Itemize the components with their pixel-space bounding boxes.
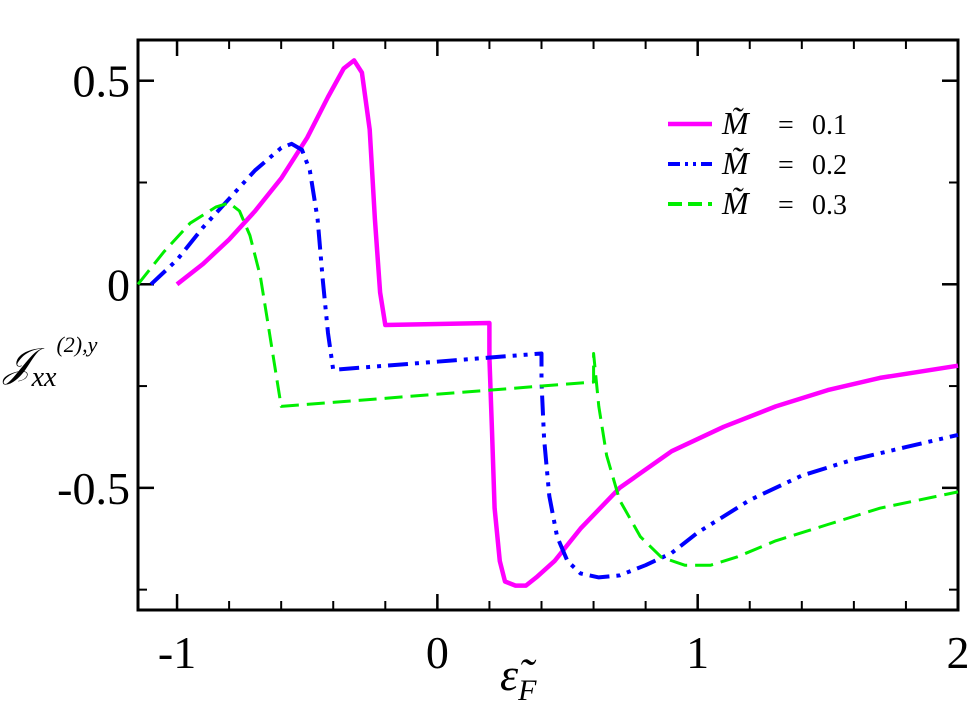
legend-label: 0.3 <box>812 190 847 221</box>
y-tick-label: 0.5 <box>73 56 131 107</box>
axis-ticks: -1 0 1 2 0.5 0 -0.5 <box>57 40 970 678</box>
x-tick-label: -1 <box>158 627 196 678</box>
x-tick-label: 1 <box>686 627 709 678</box>
y-tick-label: 0 <box>107 259 130 310</box>
legend-equals: = <box>778 150 794 181</box>
legend-label: 0.1 <box>812 110 847 141</box>
legend-symbol: M̃ <box>721 105 751 141</box>
curves <box>136 58 959 588</box>
legend-equals: = <box>778 190 794 221</box>
legend-symbol: M̃ <box>721 145 751 181</box>
y-axis-label: 𝒥xx(2),y <box>2 332 98 393</box>
legend-equals: = <box>778 110 794 141</box>
legend-label: 0.2 <box>812 150 847 181</box>
series-line-2 <box>149 141 959 580</box>
series-line-3 <box>136 201 959 567</box>
x-axis-label: ε̃F <box>500 649 537 707</box>
y-tick-label: -0.5 <box>57 463 130 514</box>
x-tick-label: 0 <box>426 627 449 678</box>
series-line-1 <box>175 58 959 588</box>
x-tick-label: 2 <box>947 627 970 678</box>
legend-symbol: M̃ <box>721 185 751 221</box>
plot-frame <box>136 38 960 612</box>
legend: M̃ = 0.1 M̃ = 0.2 M̃ = 0.3 <box>668 105 847 221</box>
